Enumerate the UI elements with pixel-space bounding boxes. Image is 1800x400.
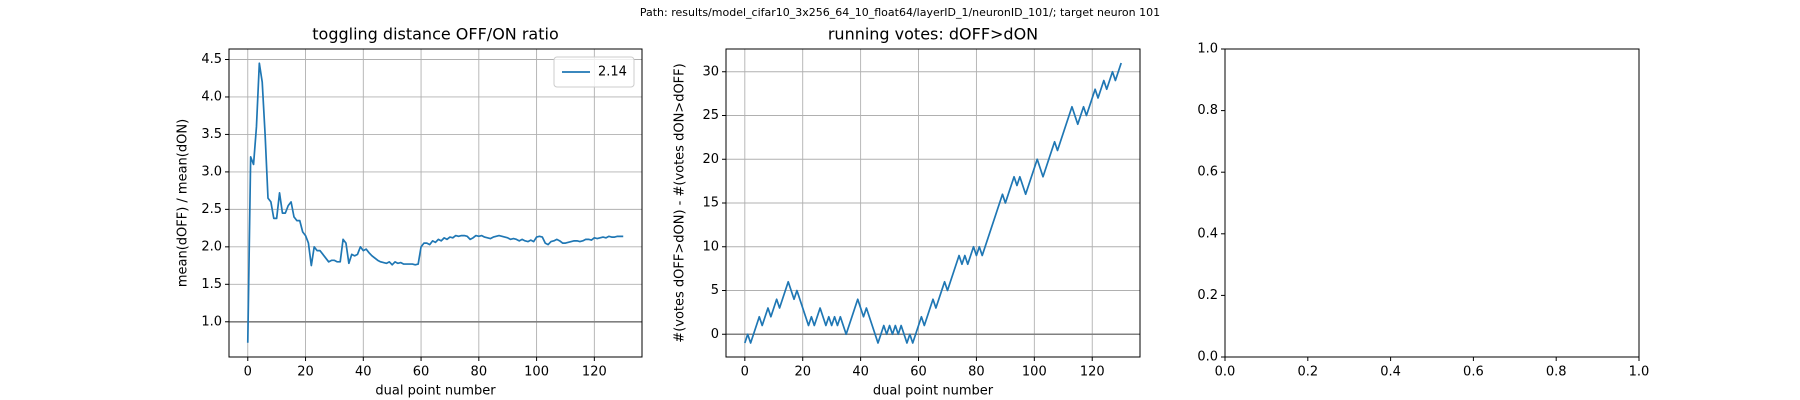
legend-box	[553, 56, 635, 88]
y-tick-label: 4.0	[201, 89, 222, 104]
y-tick-label: 10	[702, 239, 719, 254]
y-tick-label: 0.8	[1197, 103, 1218, 118]
x-tick-label: 0	[244, 365, 252, 380]
axes-frame	[725, 48, 1141, 358]
y-tick-label: 5	[711, 283, 719, 298]
x-tick-label: 40	[355, 365, 372, 380]
y-tick-label: 0.4	[1197, 226, 1218, 241]
x-axis-label: dual point number	[375, 384, 496, 399]
chart-title: toggling distance OFF/ON ratio	[312, 25, 558, 44]
y-tick-label: 4.5	[201, 52, 222, 67]
y-tick-label: 0.2	[1197, 288, 1218, 303]
y-tick-label: 3.5	[201, 127, 222, 142]
legend-label: 2.14	[598, 65, 627, 80]
y-axis-label: #(votes dOFF>dON) - #(votes dON>dOFF)	[673, 63, 688, 342]
x-tick-label: 0.8	[1546, 365, 1567, 380]
x-tick-label: 120	[1080, 365, 1105, 380]
x-tick-label: 0.0	[1215, 365, 1236, 380]
x-tick-label: 120	[582, 365, 607, 380]
x-tick-label: 1.0	[1629, 365, 1650, 380]
x-tick-label: 100	[1022, 365, 1047, 380]
y-tick-label: 1.0	[1197, 42, 1218, 57]
series-line	[744, 62, 1122, 344]
x-tick-label: 100	[524, 365, 549, 380]
x-tick-label: 60	[910, 365, 927, 380]
y-tick-label: 15	[702, 196, 719, 211]
y-tick-label: 0.0	[1197, 350, 1218, 365]
y-tick-label: 30	[702, 64, 719, 79]
x-tick-label: 0.2	[1297, 365, 1318, 380]
x-tick-label: 40	[852, 365, 869, 380]
y-axis-label: mean(dOFF) / mean(dON)	[176, 119, 191, 287]
axes-frame	[1224, 48, 1640, 358]
y-tick-label: 1.0	[201, 314, 222, 329]
x-axis-label: dual point number	[873, 384, 994, 399]
x-tick-label: 60	[413, 365, 430, 380]
suptitle: Path: results/model_cifar10_3x256_64_10_…	[640, 6, 1160, 19]
y-tick-label: 0	[711, 327, 719, 342]
y-tick-label: 2.5	[201, 202, 222, 217]
y-tick-label: 25	[702, 108, 719, 123]
x-tick-label: 80	[968, 365, 985, 380]
x-tick-label: 0.6	[1463, 365, 1484, 380]
y-tick-label: 3.0	[201, 164, 222, 179]
x-tick-label: 20	[794, 365, 811, 380]
x-tick-label: 0.4	[1380, 365, 1401, 380]
x-tick-label: 0	[741, 365, 749, 380]
y-tick-label: 1.5	[201, 277, 222, 292]
x-tick-label: 20	[297, 365, 314, 380]
y-tick-label: 0.6	[1197, 165, 1218, 180]
axes-frame	[228, 48, 643, 358]
x-tick-label: 80	[471, 365, 488, 380]
chart-title: running votes: dOFF>dON	[828, 25, 1038, 44]
series-line	[246, 62, 624, 343]
y-tick-label: 2.0	[201, 239, 222, 254]
y-tick-label: 20	[702, 152, 719, 167]
